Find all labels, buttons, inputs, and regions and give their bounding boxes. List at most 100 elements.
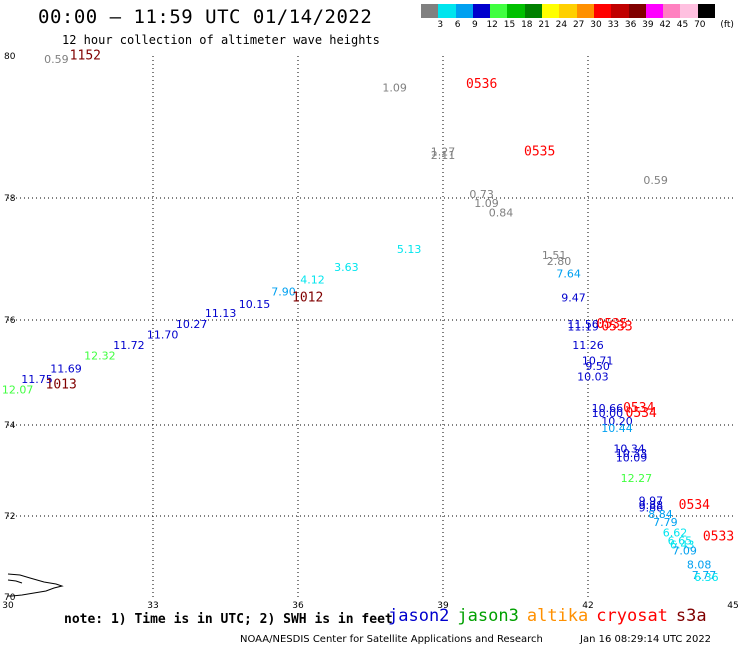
wave-height-label: 1.09 — [382, 82, 407, 95]
wave-height-label: 9.86 — [639, 501, 664, 514]
wave-height-label: 12.27 — [621, 472, 653, 485]
lat-tick-label: 72 — [4, 512, 15, 522]
generated-timestamp: Jan 16 08:29:14 UTC 2022 — [580, 634, 712, 645]
wave-height-label: 4.12 — [300, 273, 325, 286]
pass-time-label: 1012 — [292, 291, 323, 306]
wave-height-label: 6.62 — [663, 526, 688, 539]
wave-height-label: 10.00 — [592, 407, 624, 420]
legend-swatch — [524, 4, 543, 18]
legend-swatch — [576, 4, 594, 18]
pass-time-label: 1013 — [46, 377, 77, 392]
legend-swatch — [490, 4, 508, 18]
page-subtitle: 12 hour collection of altimeter wave hei… — [62, 33, 380, 47]
legend-swatches — [421, 4, 740, 18]
wave-height-label: 10.71 — [582, 355, 614, 368]
legend-swatch — [438, 4, 456, 18]
wave-height-label: 10.20 — [601, 415, 633, 428]
wave-height-label: 10.03 — [577, 370, 609, 383]
lat-tick-label: 78 — [4, 194, 16, 204]
wave-height-label: 10.09 — [616, 451, 648, 464]
pass-time-label: 0535 — [597, 317, 628, 332]
legend-labels: 3 6 9 12 15 18 21 24 27 30 33 36 39 42 45 70 (ft) — [421, 18, 740, 32]
lat-tick-label: 76 — [4, 316, 16, 326]
legend-swatch — [697, 4, 716, 18]
legend-label: 39 — [642, 20, 654, 30]
lon-tick-label: 39 — [437, 601, 449, 611]
wave-height-label: 5.13 — [397, 243, 422, 256]
pass-time-label: 0535 — [524, 144, 555, 159]
legend-label: 36 — [624, 20, 637, 30]
pass-time-label: 0534 — [679, 498, 710, 513]
pass-time-label: 0534 — [626, 406, 657, 421]
legend-swatch — [680, 4, 698, 18]
credit-line: NOAA/NESDIS Center for Satellite Applica… — [240, 634, 543, 645]
satellite-legend: jason2 jason3 altika cryosat s3a — [388, 606, 715, 626]
legend-label: 18 — [521, 20, 533, 30]
wave-height-label: 7.09 — [672, 544, 697, 557]
legend-label: 24 — [555, 20, 568, 30]
wave-height-label: 10.27 — [176, 318, 208, 331]
wave-height-label: 7.77 — [692, 569, 717, 582]
legend-swatch — [472, 4, 491, 18]
legend-swatch — [507, 4, 525, 18]
legend-swatch — [645, 4, 664, 18]
lon-tick-label: 42 — [582, 601, 593, 611]
legend-swatch — [611, 4, 629, 18]
wave-height-label: 2.11 — [431, 149, 456, 162]
wave-height-label: 12.07 — [2, 384, 34, 397]
pass-time-label: 0534 — [623, 401, 654, 416]
legend-label: 15 — [503, 20, 516, 30]
wave-height-label: 8.08 — [687, 559, 712, 572]
wave-height-label: 9.50 — [585, 360, 610, 373]
wave-height-label: 11.72 — [113, 339, 145, 352]
wave-height-label: 0.59 — [643, 174, 668, 187]
wave-height-label: 11.19 — [567, 321, 599, 334]
wave-height-label: 11.69 — [50, 363, 82, 376]
legend-swatch — [455, 4, 473, 18]
wave-height-label: 11.26 — [572, 339, 604, 352]
legend-label: 6 — [454, 20, 461, 30]
wave-height-label: 0.59 — [44, 53, 69, 66]
wave-height-label: 9.47 — [561, 292, 586, 305]
satellite-label: cryosat — [596, 606, 668, 626]
legend-label: 30 — [590, 20, 602, 30]
wave-height-label: 10.15 — [239, 298, 271, 311]
wave-height-label: 10.33 — [616, 447, 648, 460]
legend-label: 21 — [538, 20, 550, 30]
pass-time-label: 0533 — [703, 529, 734, 544]
wave-height-label: 0.73 — [469, 188, 494, 201]
legend-swatch — [628, 4, 646, 18]
pass-time-label: 0536 — [466, 77, 497, 92]
wave-height-label: 11.13 — [205, 307, 237, 320]
wave-height-label: 7.90 — [271, 286, 296, 299]
wave-height-label: 11.75 — [21, 373, 53, 386]
lat-tick-label: 80 — [4, 52, 16, 62]
wave-height-label: 12.32 — [84, 349, 116, 362]
legend-label: 9 — [472, 20, 478, 30]
legend-label: 42 — [659, 20, 671, 30]
lon-tick-label: 33 — [147, 601, 158, 611]
legend-label: 45 — [676, 20, 689, 30]
wave-height-label: 3.63 — [334, 261, 359, 274]
wave-height-label: 10.44 — [601, 422, 633, 435]
legend-swatch — [421, 4, 439, 18]
legend-swatch — [542, 4, 560, 18]
color-legend: 3 6 9 12 15 18 21 24 27 30 33 36 39 42 45 70 (ft) — [421, 4, 740, 32]
wave-height-label: 11.50 — [567, 318, 599, 331]
legend-swatch — [593, 4, 612, 18]
wave-height-label: 9.97 — [639, 495, 664, 508]
satellite-label: jason3 — [457, 606, 519, 626]
lat-tick-label: 70 — [4, 593, 16, 603]
footnote: note: 1) Time is in UTC; 2) SWH is in fe… — [64, 612, 393, 627]
wave-height-label: 10.66 — [592, 402, 624, 415]
wave-height-label: 0.84 — [489, 206, 514, 219]
wave-height-label: 6.43 — [670, 538, 695, 551]
wave-height-label: 8.84 — [648, 508, 673, 521]
legend-label: 33 — [607, 20, 620, 30]
legend-label: 70 — [694, 20, 706, 30]
pass-time-label: 0533 — [601, 320, 632, 335]
pass-time-label: 1152 — [70, 49, 101, 64]
page-title: 00:00 – 11:59 UTC 01/14/2022 — [38, 6, 373, 28]
wave-height-label: 11.70 — [147, 328, 179, 341]
